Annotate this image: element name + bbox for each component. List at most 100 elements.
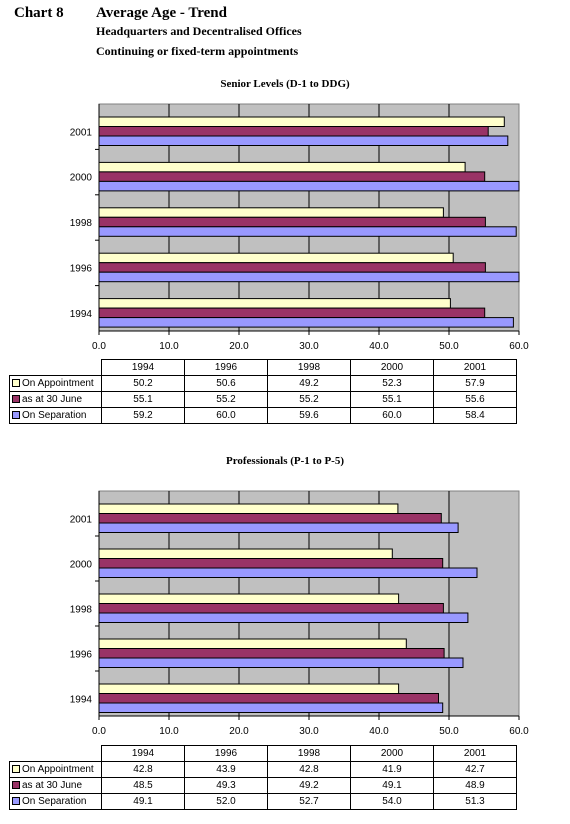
prof-x-tick-label: 20.0 (229, 726, 249, 737)
prof-legend-label-on-separation: On Separation (22, 796, 87, 807)
prof-table-row-as-at-30-june: as at 30 June 48.5 49.3 49.2 49.1 48.9 (9, 777, 517, 794)
prof-legend-on-separation: On Separation (9, 793, 102, 810)
prof-x-tick-label: 60.0 (509, 726, 529, 737)
prof-bar-as-at-30-june-1994 (98, 693, 439, 704)
prof-legend-swatch-on-separation (12, 797, 20, 806)
senior-legend-on-separation: On Separation (9, 407, 102, 424)
prof-table-row-on-separation: On Separation 49.1 52.0 52.7 54.0 51.3 (9, 793, 517, 810)
prof-table-cell-as-at-30-june-1994: 48.5 (101, 777, 185, 794)
prof-bar-as-at-30-june-2001 (98, 513, 442, 524)
senior-bar-on-separation-1994 (98, 317, 514, 328)
prof-y-tick-label-2001: 2001 (70, 514, 93, 525)
prof-bar-on-separation-1994 (98, 702, 444, 713)
senior-table-row-on-separation: On Separation 59.2 60.0 59.6 60.0 58.4 (9, 407, 517, 424)
prof-bar-on-appointment-1994 (98, 683, 400, 694)
senior-y-tick-label-2001: 2001 (70, 127, 93, 138)
senior-x-tick-label: 20.0 (229, 341, 249, 352)
prof-bar-on-separation-2000 (98, 567, 478, 578)
prof-x-tick-label: 30.0 (299, 726, 319, 737)
senior-x-tick-label: 50.0 (439, 341, 459, 352)
senior-table-cell-on-appointment-2000: 52.3 (350, 375, 434, 392)
professionals-data-table: 1994 1996 1998 2000 2001 On Appointment 42.8 43… (9, 745, 517, 810)
senior-table-row-on-appointment: On Appointment 50.2 50.6 49.2 52.3 57.9 (9, 375, 517, 392)
prof-table-cell-on-separation-1998: 52.7 (267, 793, 351, 810)
senior-table-row-as-at-30-june: as at 30 June 55.1 55.2 55.2 55.1 55.6 (9, 391, 517, 408)
senior-levels-data-table: 1994 1996 1998 2000 2001 On Appointment 50.2 50… (9, 359, 517, 424)
senior-legend-label-on-separation: On Separation (22, 410, 87, 421)
prof-legend-as-at-30-june: as at 30 June (9, 777, 102, 794)
chart-title-senior: Senior Levels (D-1 to DDG) (220, 78, 350, 90)
prof-table-cell-on-appointment-1998: 42.8 (267, 761, 351, 778)
prof-y-tick-label-1998: 1998 (70, 604, 93, 615)
prof-table-cell-on-separation-1994: 49.1 (101, 793, 185, 810)
prof-legend-swatch-as-at-30-june (12, 781, 20, 790)
prof-bar-on-separation-1996 (98, 657, 464, 668)
senior-table-year-header: 2001 (433, 359, 517, 376)
prof-table-cell-on-appointment-1994: 42.8 (101, 761, 185, 778)
prof-table-corner (10, 746, 102, 762)
prof-table-cell-as-at-30-june-2000: 49.1 (350, 777, 434, 794)
senior-table-cell-on-separation-2001: 58.4 (433, 407, 517, 424)
senior-x-tick-label: 30.0 (299, 341, 319, 352)
senior-table-cell-on-separation-1998: 59.6 (267, 407, 351, 424)
senior-table-year-header: 1994 (101, 359, 185, 376)
page-subtitle-appointments: Continuing or fixed-term appointments (96, 44, 299, 58)
prof-table-year-header: 1994 (101, 745, 185, 762)
senior-table-year-header: 2000 (350, 359, 434, 376)
senior-levels-chart: 0.0 10.0 20.0 30.0 40.0 50.0 60.0 1994 1996 1998 2… (70, 103, 529, 352)
prof-x-tick-label: 40.0 (369, 726, 389, 737)
prof-table-cell-on-appointment-2000: 41.9 (350, 761, 434, 778)
senior-legend-swatch-as-at-30-june (12, 395, 20, 404)
senior-table-cell-on-appointment-1998: 49.2 (267, 375, 351, 392)
senior-table-cell-as-at-30-june-2000: 55.1 (350, 391, 434, 408)
senior-table-cell-on-separation-2000: 60.0 (350, 407, 434, 424)
senior-y-tick-label-1996: 1996 (70, 263, 93, 274)
senior-table-cell-on-separation-1994: 59.2 (101, 407, 185, 424)
prof-table-cell-on-separation-2001: 51.3 (433, 793, 517, 810)
senior-table-cell-as-at-30-june-1994: 55.1 (101, 391, 185, 408)
senior-x-tick-label: 60.0 (509, 341, 529, 352)
senior-legend-on-appointment: On Appointment (9, 375, 102, 392)
prof-legend-swatch-on-appointment (12, 765, 20, 774)
chart-number-label: Chart 8 (14, 5, 64, 21)
prof-legend-on-appointment: On Appointment (9, 761, 102, 778)
prof-x-tick-label: 0.0 (92, 726, 106, 737)
prof-x-tick-label: 10.0 (159, 726, 179, 737)
prof-table-cell-on-appointment-2001: 42.7 (433, 761, 517, 778)
prof-table-cell-on-separation-1996: 52.0 (184, 793, 268, 810)
senior-table-cell-as-at-30-june-2001: 55.6 (433, 391, 517, 408)
prof-bar-on-appointment-2001 (98, 503, 399, 514)
senior-table-corner (10, 360, 102, 376)
prof-table-row-on-appointment: On Appointment 42.8 43.9 42.8 41.9 42.7 (9, 761, 517, 778)
prof-bar-on-appointment-1998 (98, 593, 400, 604)
senior-legend-swatch-on-appointment (12, 379, 20, 388)
prof-table-year-header: 1998 (267, 745, 351, 762)
senior-legend-swatch-on-separation (12, 411, 20, 420)
senior-y-tick-label-1994: 1994 (70, 309, 93, 320)
prof-bar-as-at-30-june-1996 (98, 648, 445, 659)
senior-bar-on-separation-1996 (98, 271, 520, 283)
senior-x-tick-label: 10.0 (159, 341, 179, 352)
senior-table-cell-on-appointment-1994: 50.2 (101, 375, 185, 392)
prof-x-tick-label: 50.0 (439, 726, 459, 737)
prof-bar-as-at-30-june-2000 (98, 558, 444, 569)
senior-bar-on-separation-1998 (98, 226, 517, 237)
senior-legend-as-at-30-june: as at 30 June (9, 391, 102, 408)
prof-table-year-header: 1996 (184, 745, 268, 762)
prof-table-year-header: 2000 (350, 745, 434, 762)
prof-bar-as-at-30-june-1998 (98, 603, 444, 614)
prof-bar-on-appointment-2000 (98, 548, 393, 559)
prof-legend-label-on-appointment: On Appointment (22, 764, 94, 775)
prof-table-cell-as-at-30-june-1998: 49.2 (267, 777, 351, 794)
prof-bar-on-separation-1998 (98, 612, 469, 623)
senior-table-cell-as-at-30-june-1998: 55.2 (267, 391, 351, 408)
senior-x-tick-label: 0.0 (92, 341, 106, 352)
senior-x-tick-label: 40.0 (369, 341, 389, 352)
senior-table-cell-on-appointment-1996: 50.6 (184, 375, 268, 392)
prof-table-header-row: 1994 1996 1998 2000 2001 (10, 745, 517, 762)
prof-y-tick-label-1994: 1994 (70, 694, 93, 705)
senior-table-year-header: 1998 (267, 359, 351, 376)
senior-legend-label-on-appointment: On Appointment (22, 378, 94, 389)
prof-table-cell-on-separation-2000: 54.0 (350, 793, 434, 810)
